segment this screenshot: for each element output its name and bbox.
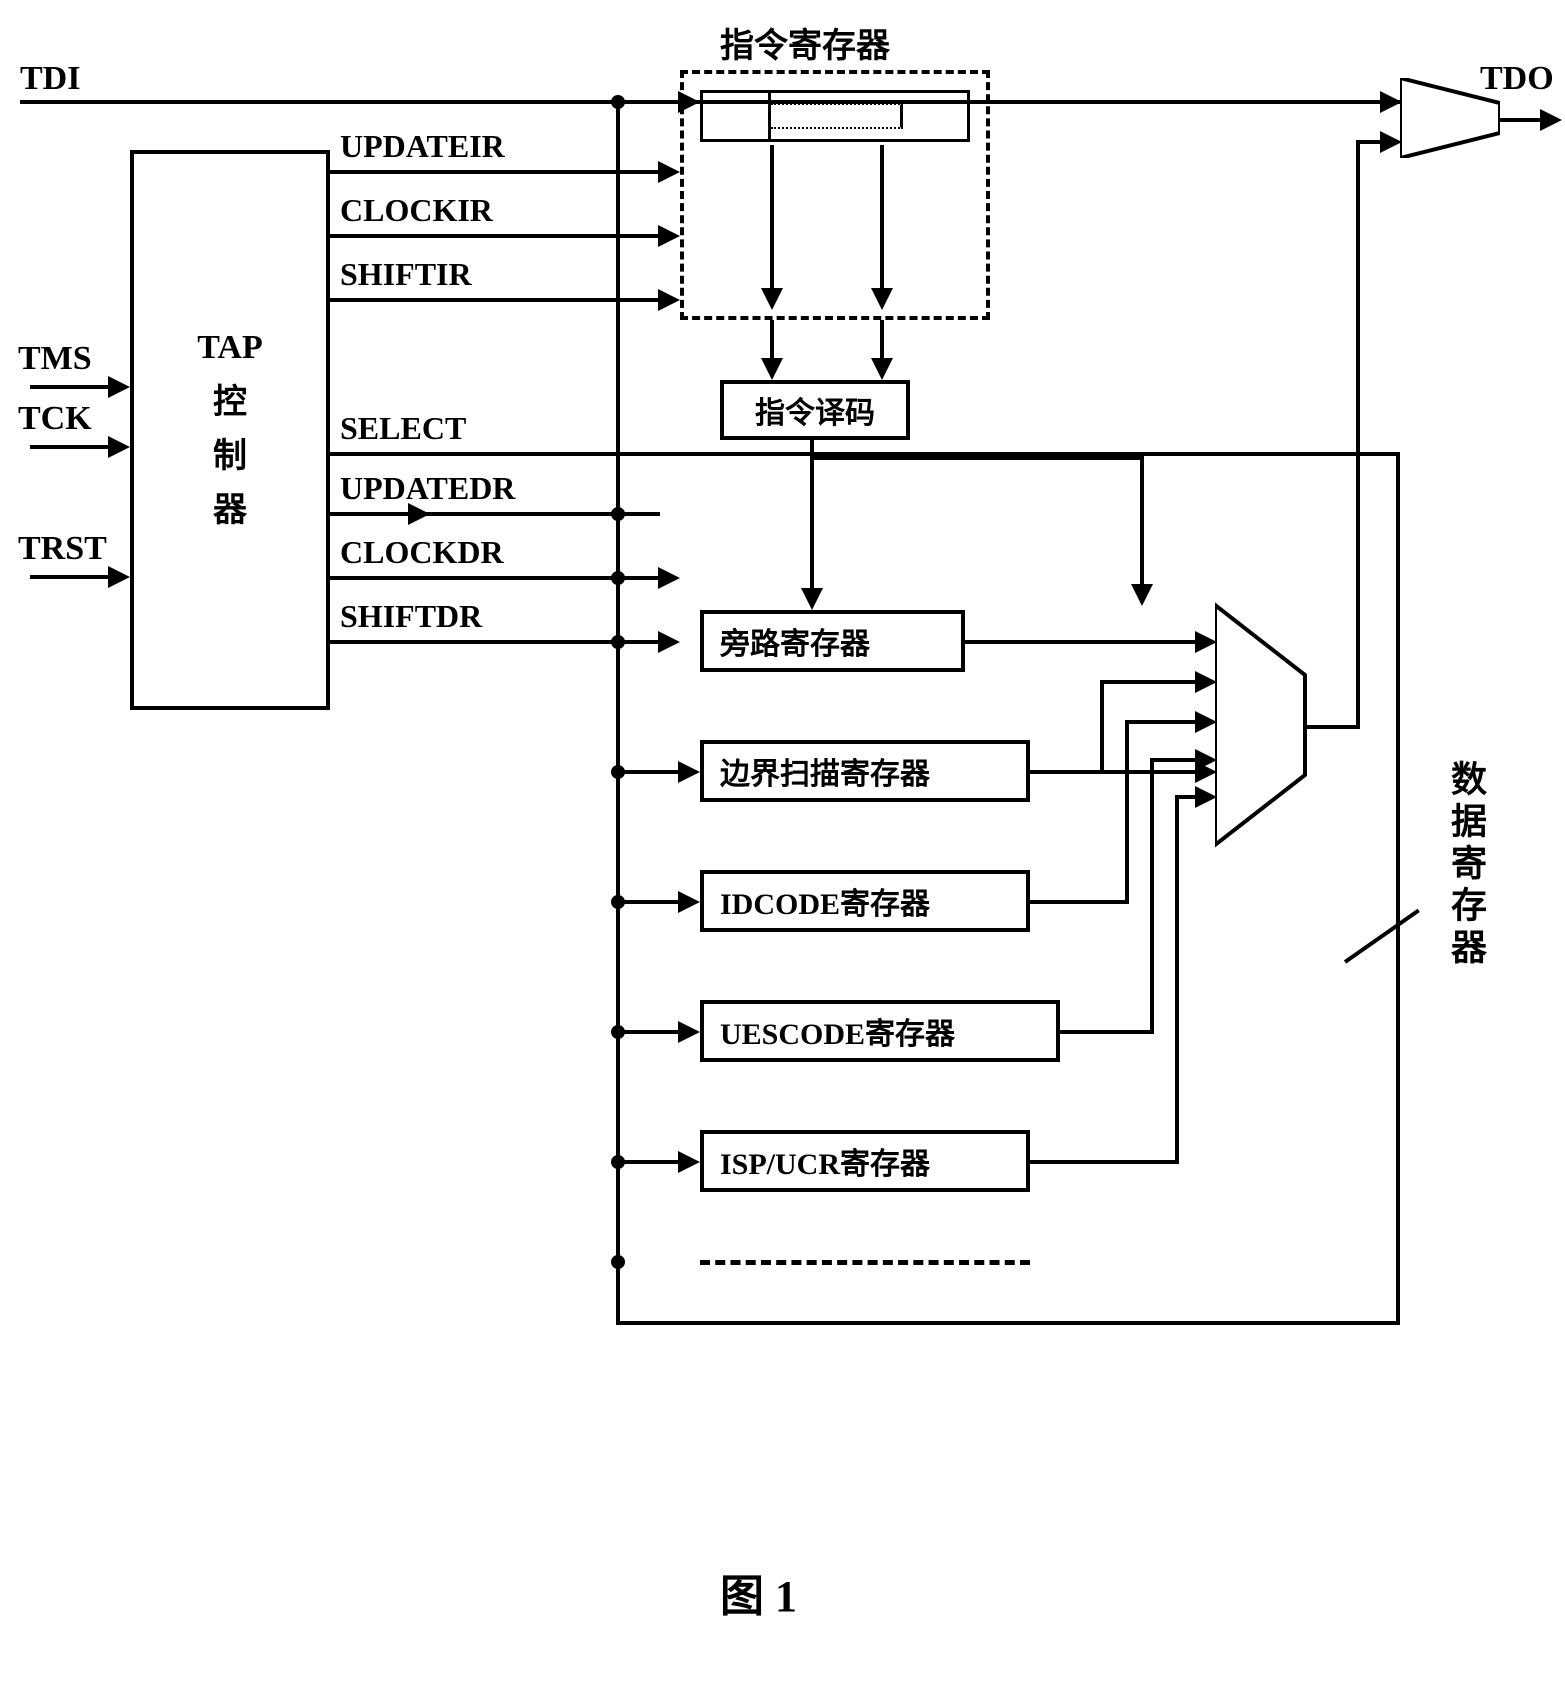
- trst-arrow: [108, 566, 130, 588]
- idcode-out: [1030, 900, 1125, 904]
- stub-ispucr: [616, 1160, 680, 1164]
- decode-to-mux-v: [1140, 456, 1144, 586]
- idcode-register-block: IDCODE寄存器: [700, 870, 1030, 932]
- shiftir-arrow: [658, 289, 680, 311]
- tdi-to-mux-arrow: [1380, 91, 1402, 113]
- boundary-out-arrow2: [1195, 671, 1217, 693]
- tms-line: [30, 385, 110, 389]
- mux-top: [1400, 78, 1500, 158]
- tdo-arrow: [1540, 109, 1562, 131]
- decode-to-mux-arrow: [1131, 584, 1153, 606]
- node-shiftdr: [611, 635, 625, 649]
- mux-data: [1215, 595, 1315, 855]
- tck-arrow: [108, 436, 130, 458]
- diagram-canvas: TDI TDO TAP 控 制 器 TMS TCK TRST 指令寄存器: [0, 0, 1565, 1682]
- tdo-line: [1495, 118, 1545, 122]
- bypass-register-block: 旁路寄存器: [700, 610, 965, 672]
- uescode-out-h2: [1150, 758, 1197, 762]
- bus-bottom-h: [616, 1321, 1400, 1325]
- bypass-out-arrow: [1195, 631, 1217, 653]
- figure-label: 图 1: [720, 1560, 797, 1624]
- isp-ucr-register-block: ISP/UCR寄存器: [700, 1130, 1030, 1192]
- trst-line: [30, 575, 110, 579]
- ir-latch-left-arrow: [761, 288, 783, 310]
- bus-right-v: [1396, 452, 1400, 1325]
- data-registers-group-label: 数据寄存器: [1440, 760, 1492, 970]
- decode-to-mux-h: [810, 456, 1144, 460]
- datamux-out-arrow: [1380, 131, 1402, 153]
- uescode-register-block: UESCODE寄存器: [700, 1000, 1060, 1062]
- boundary-scan-register-block: 边界扫描寄存器: [700, 740, 1030, 802]
- ir-latch-right-arrow: [871, 288, 893, 310]
- ir-latch-left: [770, 145, 774, 290]
- tdi-label: TDI: [20, 60, 80, 98]
- updateir-arrow: [658, 161, 680, 183]
- boundary-out-h2: [1100, 680, 1197, 684]
- tms-label: TMS: [18, 340, 92, 378]
- uescode-out: [1060, 1030, 1150, 1034]
- clockdr-arrow: [658, 567, 680, 589]
- boundary-out-v: [1100, 680, 1104, 770]
- stub-uescode-arrow: [678, 1021, 700, 1043]
- decode-to-regs-arrow: [801, 588, 823, 610]
- node-clockdr: [611, 571, 625, 585]
- tdi-bus-vertical: [616, 100, 620, 1325]
- datamux-out-h2: [1356, 140, 1382, 144]
- idcode-out-h2: [1125, 720, 1197, 724]
- shiftdr-arrow: [658, 631, 680, 653]
- stub-uescode: [616, 1030, 680, 1034]
- ir-to-decode-right-arrow: [871, 358, 893, 380]
- ir-to-decode-left-arrow: [761, 358, 783, 380]
- shiftir-label: SHIFTIR: [340, 256, 472, 293]
- clockdr-label: CLOCKDR: [340, 534, 504, 571]
- idcode-out-v: [1125, 720, 1129, 904]
- ir-latch-right: [880, 145, 884, 290]
- node-updatedr: [611, 507, 625, 521]
- shiftdr-label: SHIFTDR: [340, 598, 482, 635]
- updateir-line: [330, 170, 660, 174]
- bypass-out: [965, 640, 1197, 644]
- idcode-out-arrow: [1195, 711, 1217, 733]
- tck-label: TCK: [18, 400, 92, 438]
- updatedr-label: UPDATEDR: [340, 470, 515, 507]
- shiftir-line: [330, 298, 660, 302]
- ispucr-out-h2: [1175, 795, 1197, 799]
- node-reg5: [611, 1255, 625, 1269]
- ispucr-out: [1030, 1160, 1175, 1164]
- trst-label: TRST: [18, 530, 107, 568]
- clockir-arrow: [658, 225, 680, 247]
- stub-idcode-arrow: [678, 891, 700, 913]
- stub-boundary: [616, 770, 680, 774]
- clockir-line: [330, 234, 660, 238]
- decode-to-regs: [810, 456, 814, 590]
- tap-controller-block: TAP 控 制 器: [130, 150, 330, 710]
- instruction-register-title: 指令寄存器: [720, 18, 890, 67]
- ir-to-decode-right: [880, 320, 884, 360]
- ir-to-decode-left: [770, 320, 774, 360]
- instruction-decode-block: 指令译码: [720, 380, 910, 440]
- stub-ispucr-arrow: [678, 1151, 700, 1173]
- uescode-out-v: [1150, 758, 1154, 1034]
- stub-boundary-arrow: [678, 761, 700, 783]
- updatedr-arrow: [408, 503, 430, 525]
- select-label: SELECT: [340, 410, 466, 447]
- ispucr-out-v: [1175, 795, 1179, 1164]
- ir-inner: [700, 90, 970, 142]
- tck-line: [30, 445, 110, 449]
- updateir-label: UPDATEIR: [340, 128, 505, 165]
- data-registers-leader: [1344, 909, 1420, 964]
- datamux-out-h: [1305, 725, 1360, 729]
- stub-idcode: [616, 900, 680, 904]
- uescode-out-arrow: [1195, 749, 1217, 771]
- tms-arrow: [108, 376, 130, 398]
- datamux-out-v: [1356, 140, 1360, 729]
- clockir-label: CLOCKIR: [340, 192, 493, 229]
- ispucr-out-arrow: [1195, 786, 1217, 808]
- tap-controller-text: TAP 控 制 器: [197, 321, 262, 539]
- boundary-out: [1030, 770, 1197, 774]
- more-registers-dash: [700, 1260, 1030, 1265]
